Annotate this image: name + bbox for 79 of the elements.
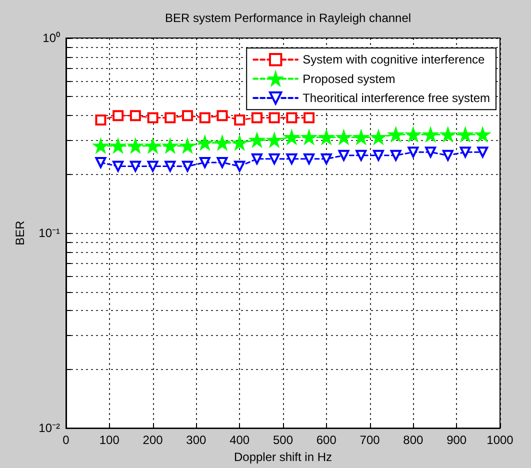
x-tick-label: 900	[446, 433, 467, 448]
point	[182, 160, 194, 172]
x-tick-label: 100	[99, 433, 120, 448]
point	[475, 128, 490, 142]
legend-label: Theoritical interference free system	[302, 91, 490, 105]
point	[112, 160, 124, 172]
point	[336, 130, 352, 144]
point	[390, 150, 402, 161]
legend-label: Proposed system	[302, 72, 396, 86]
point	[423, 128, 438, 142]
point	[164, 112, 176, 124]
x-tick-label: 500	[272, 433, 294, 448]
point	[164, 160, 176, 172]
point	[320, 153, 332, 164]
x-tick-label: 200	[142, 433, 164, 448]
x-tick-label: 800	[403, 433, 424, 448]
point	[214, 136, 230, 150]
point	[130, 110, 141, 122]
x-tick-label: 1000	[486, 433, 514, 448]
point	[458, 128, 473, 142]
point	[216, 110, 228, 122]
point	[199, 156, 210, 168]
point	[319, 130, 334, 144]
y-tick-label: 10⁰	[42, 31, 60, 45]
point	[147, 160, 158, 172]
x-tick-label: 700	[360, 433, 380, 448]
point	[182, 110, 194, 122]
point	[371, 130, 386, 144]
point	[338, 150, 350, 161]
point	[354, 130, 368, 144]
point	[216, 156, 228, 168]
point	[304, 153, 315, 164]
point	[251, 112, 262, 124]
y-tick-label: 10⁻²	[38, 421, 60, 436]
y-tick-label: 10⁻¹	[38, 226, 60, 240]
point	[234, 160, 246, 172]
point	[388, 128, 404, 142]
point	[234, 114, 246, 126]
point	[268, 153, 280, 164]
point	[302, 130, 316, 144]
point	[356, 150, 367, 161]
point	[408, 146, 419, 158]
point	[286, 112, 298, 124]
point	[406, 128, 420, 142]
point	[93, 138, 108, 153]
point	[304, 112, 315, 124]
point	[232, 136, 247, 150]
point	[95, 114, 106, 126]
point	[128, 138, 143, 153]
point	[147, 112, 158, 124]
point	[95, 156, 106, 168]
point	[162, 138, 178, 153]
x-tick-label: 600	[316, 433, 337, 448]
chart-title: BER system Performance in Rayleigh channel	[164, 11, 412, 25]
point	[251, 153, 262, 164]
point	[460, 146, 471, 158]
point	[442, 150, 454, 161]
point	[198, 136, 212, 150]
point	[180, 138, 195, 153]
point	[268, 112, 280, 124]
point	[110, 138, 126, 153]
point	[112, 110, 124, 122]
x-tick-label: 400	[230, 433, 250, 448]
point	[477, 146, 488, 158]
x-tick-label: 300	[186, 433, 207, 448]
point	[372, 150, 384, 161]
legend-label: System with cognitive interference	[302, 52, 485, 67]
point	[284, 130, 299, 144]
point	[425, 146, 436, 158]
x-axis-title: Doppler shift in Hz	[234, 450, 332, 464]
y-axis-title: BER	[13, 220, 27, 246]
point	[130, 160, 141, 172]
x-tick-label: 0	[62, 433, 70, 448]
point	[199, 112, 210, 124]
point	[146, 138, 160, 153]
point	[286, 153, 298, 164]
point	[250, 133, 264, 147]
point	[440, 128, 456, 142]
point	[267, 133, 282, 147]
